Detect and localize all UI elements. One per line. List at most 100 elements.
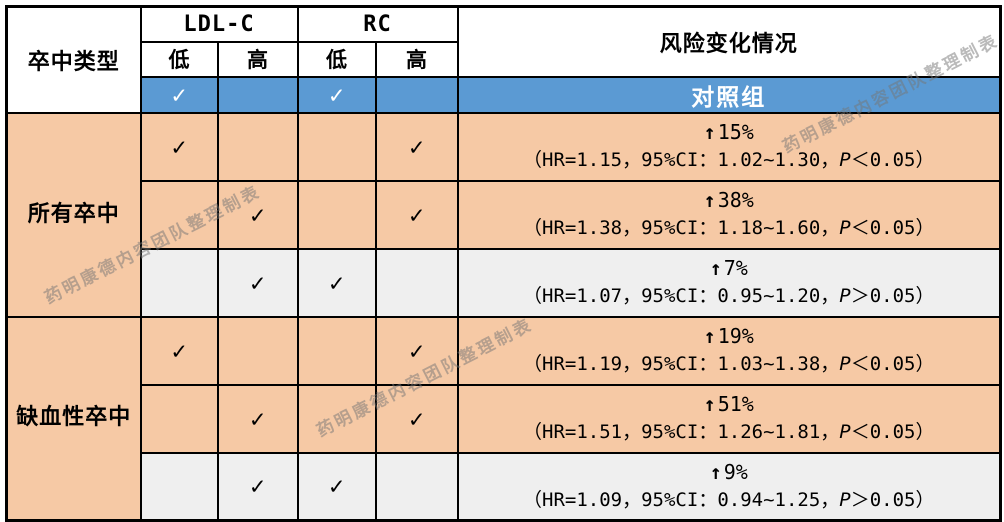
up-arrow-icon: ↑ xyxy=(709,459,722,484)
check-icon: ✓ xyxy=(250,200,265,229)
risk-percent: ↑ 51% xyxy=(463,390,996,419)
check-icon: ✓ xyxy=(409,336,424,365)
risk-percent: ↑ 15% xyxy=(463,118,996,147)
risk-detail-stats: （HR=1.15，95%CI：1.02~1.30， xyxy=(523,149,840,172)
p-symbol: P xyxy=(839,149,851,172)
check-icon: ✓ xyxy=(329,268,344,297)
mark-cell: ✓ xyxy=(374,315,459,386)
mark-cell: ✓ xyxy=(296,247,377,318)
p-symbol: P xyxy=(839,353,851,376)
mark-cell xyxy=(296,383,377,454)
risk-cell: ↑ 7% （HR=1.07，95%CI：0.95~1.20，P＞0.05） xyxy=(456,247,1002,318)
risk-cell: ↑ 15% （HR=1.15，95%CI：1.02~1.30，P＜0.05） xyxy=(456,111,1002,182)
risk-detail: （HR=1.15，95%CI：1.02~1.30，P＜0.05） xyxy=(463,147,996,175)
mark-cell: ✓ xyxy=(139,111,219,182)
risk-detail: （HR=1.19，95%CI：1.03~1.38，P＜0.05） xyxy=(463,351,996,379)
risk-detail-stats: （HR=1.38，95%CI：1.18~1.60， xyxy=(523,217,840,240)
mark-cell: ✓ xyxy=(216,247,299,318)
header-rc: RC xyxy=(296,5,459,43)
mark-cell xyxy=(139,179,219,250)
mark-cell xyxy=(296,315,377,386)
risk-percent: ↑ 38% xyxy=(463,186,996,215)
risk-percent-value: 9% xyxy=(723,459,748,484)
mark-cell xyxy=(139,451,219,522)
group-label-all-stroke: 所有卒中 xyxy=(5,111,142,318)
header-ldl-c: LDL-C xyxy=(139,5,299,43)
p-symbol: P xyxy=(839,421,851,444)
p-symbol: P xyxy=(839,488,851,511)
risk-percent-value: 7% xyxy=(723,256,748,281)
up-arrow-icon: ↑ xyxy=(703,188,716,213)
mark-cell: ✓ xyxy=(216,179,299,250)
risk-detail-stats: （HR=1.19，95%CI：1.03~1.38， xyxy=(523,353,840,376)
mark-cell xyxy=(139,247,219,318)
mark-cell xyxy=(374,247,459,318)
risk-cell: ↑ 51% （HR=1.51，95%CI：1.26~1.81，P＜0.05） xyxy=(456,383,1002,454)
check-icon: ✓ xyxy=(250,472,265,501)
p-symbol: P xyxy=(839,217,851,240)
p-value: ＜0.05） xyxy=(850,353,935,376)
check-icon: ✓ xyxy=(171,80,187,109)
up-arrow-icon: ↑ xyxy=(703,324,716,349)
risk-percent-value: 51% xyxy=(717,392,754,417)
check-icon: ✓ xyxy=(171,336,187,365)
p-symbol: P xyxy=(839,285,851,308)
risk-percent: ↑ 7% xyxy=(463,254,996,283)
risk-cell: ↑ 19% （HR=1.19，95%CI：1.03~1.38，P＜0.05） xyxy=(456,315,1002,386)
check-icon: ✓ xyxy=(250,268,265,297)
check-icon: ✓ xyxy=(329,472,344,501)
mark-cell: ✓ xyxy=(374,111,459,182)
risk-detail-stats: （HR=1.51，95%CI：1.26~1.81， xyxy=(523,421,840,444)
mark-cell: ✓ xyxy=(296,451,377,522)
mark-cell: ✓ xyxy=(216,451,299,522)
risk-detail-stats: （HR=1.09，95%CI：0.94~1.25， xyxy=(523,488,840,511)
p-value: ＜0.05） xyxy=(850,421,935,444)
p-value: ＜0.05） xyxy=(850,217,935,240)
group-label-ischemic-stroke: 缺血性卒中 xyxy=(5,315,142,522)
control-mark-rc-high xyxy=(374,75,459,114)
mark-cell xyxy=(216,111,299,182)
up-arrow-icon: ↑ xyxy=(703,120,716,145)
risk-detail: （HR=1.51，95%CI：1.26~1.81，P＜0.05） xyxy=(463,419,996,447)
check-icon: ✓ xyxy=(250,404,265,433)
control-group-label: 对照组 xyxy=(456,75,1002,114)
subheader-ldl-low: 低 xyxy=(139,40,219,78)
up-arrow-icon: ↑ xyxy=(709,256,722,281)
header-stroke-type: 卒中类型 xyxy=(5,5,142,114)
risk-detail-stats: （HR=1.07，95%CI：0.95~1.20， xyxy=(523,285,840,308)
risk-percent-value: 15% xyxy=(717,120,754,145)
control-mark-ldl-low: ✓ xyxy=(139,75,219,114)
risk-detail: （HR=1.09，95%CI：0.94~1.25，P＞0.05） xyxy=(463,487,996,515)
p-value: ＞0.05） xyxy=(850,285,935,308)
mark-cell: ✓ xyxy=(374,383,459,454)
risk-cell: ↑ 38% （HR=1.38，95%CI：1.18~1.60，P＜0.05） xyxy=(456,179,1002,250)
mark-cell xyxy=(216,315,299,386)
subheader-rc-high: 高 xyxy=(374,40,459,78)
risk-detail: （HR=1.38，95%CI：1.18~1.60，P＜0.05） xyxy=(463,215,996,243)
risk-detail: （HR=1.07，95%CI：0.95~1.20，P＞0.05） xyxy=(463,283,996,311)
mark-cell xyxy=(139,383,219,454)
mark-cell: ✓ xyxy=(139,315,219,386)
mark-cell: ✓ xyxy=(216,383,299,454)
mark-cell: ✓ xyxy=(374,179,459,250)
check-icon: ✓ xyxy=(171,132,187,161)
risk-percent: ↑ 19% xyxy=(463,322,996,351)
up-arrow-icon: ↑ xyxy=(703,392,716,417)
risk-table: 卒中类型 LDL-C RC 风险变化情况 低 高 低 高 ✓ ✓ 对照组 所有卒… xyxy=(5,5,1003,522)
subheader-ldl-high: 高 xyxy=(216,40,299,78)
mark-cell xyxy=(374,451,459,522)
subheader-rc-low: 低 xyxy=(296,40,377,78)
control-mark-rc-low: ✓ xyxy=(296,75,377,114)
p-value: ＞0.05） xyxy=(850,488,935,511)
mark-cell xyxy=(296,179,377,250)
risk-percent-value: 38% xyxy=(717,188,754,213)
mark-cell xyxy=(296,111,377,182)
risk-percent-value: 19% xyxy=(717,324,754,349)
risk-cell: ↑ 9% （HR=1.09，95%CI：0.94~1.25，P＞0.05） xyxy=(456,451,1002,522)
check-icon: ✓ xyxy=(409,132,424,161)
header-risk-change: 风险变化情况 xyxy=(456,5,1002,78)
check-icon: ✓ xyxy=(329,80,344,109)
check-icon: ✓ xyxy=(409,404,424,433)
p-value: ＜0.05） xyxy=(850,149,935,172)
